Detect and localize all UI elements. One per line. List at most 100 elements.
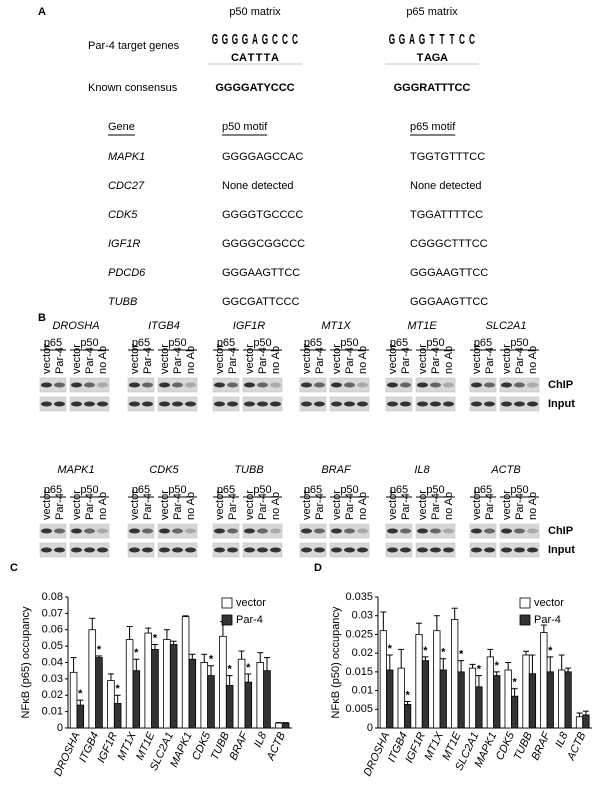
blot-band	[159, 382, 170, 388]
significance-star: *	[423, 645, 428, 657]
legend-swatch	[221, 614, 233, 626]
y-axis-label: NFκB (p65) occupancy	[20, 606, 32, 718]
gene-name: MAPK1	[108, 151, 145, 163]
logo-letter: C	[272, 32, 278, 48]
blot-band	[514, 547, 525, 553]
lane-label: Par-4	[84, 347, 96, 374]
bar	[244, 681, 253, 729]
bar	[144, 632, 153, 729]
bar	[522, 654, 530, 729]
bar	[200, 662, 209, 729]
group-label: p50	[510, 337, 528, 349]
lane-label: vector	[159, 344, 171, 374]
blot-band	[484, 382, 495, 388]
blot-band	[344, 382, 355, 388]
blot	[299, 377, 327, 393]
lane-label: Par-4	[484, 493, 496, 520]
bar	[558, 669, 566, 729]
bar	[225, 685, 234, 729]
blot-band	[84, 382, 95, 388]
blot	[299, 396, 327, 412]
bar	[403, 704, 412, 729]
blot-band	[301, 528, 312, 534]
logo-letter: G	[399, 32, 405, 48]
blot-band	[443, 547, 454, 553]
lane-label: Par-4	[430, 493, 442, 520]
blot-band	[514, 382, 525, 388]
blot	[469, 377, 497, 393]
blot-band	[357, 382, 368, 388]
group-label: p50	[426, 484, 444, 496]
lane-label: Par-4	[400, 493, 412, 520]
group-label: p50	[426, 337, 444, 349]
blot-band	[417, 382, 428, 388]
group-label: p65	[474, 484, 492, 496]
bar	[237, 658, 246, 729]
blot-band	[527, 382, 538, 388]
blot-band	[331, 382, 342, 388]
blot-band	[400, 528, 411, 534]
blot-band	[387, 401, 398, 407]
lane-label: Par-4	[514, 493, 526, 520]
bar	[169, 644, 178, 729]
bar	[493, 675, 501, 729]
bar	[386, 669, 394, 729]
bar	[486, 656, 494, 729]
lane-label: vector	[301, 344, 313, 374]
blot-band	[417, 401, 428, 407]
gene-name: DROSHA	[52, 320, 99, 332]
blot-band	[314, 547, 325, 553]
gene-name: CDK5	[108, 209, 138, 221]
bar	[151, 649, 159, 729]
blot	[39, 396, 67, 412]
blot-band	[54, 401, 65, 407]
lane-label: vector	[71, 344, 83, 374]
motif: GGGGAGCCAC	[222, 151, 303, 163]
logo-letter: T	[449, 32, 454, 48]
blot	[127, 523, 155, 539]
gene-name: SLC2A1	[486, 320, 527, 332]
lane-label: Par-4	[142, 347, 154, 374]
blot-band	[357, 401, 368, 407]
blot-band	[172, 382, 183, 388]
y-tick-label: 0	[367, 722, 373, 734]
blot-band	[41, 547, 52, 553]
y-tick-label: 0.03	[352, 610, 373, 622]
blot-band	[417, 547, 428, 553]
blot-band	[172, 547, 183, 553]
lane-label: Par-4	[344, 347, 356, 374]
group-label: p65	[390, 484, 408, 496]
gene-name: TUBB	[108, 296, 137, 308]
blot-band	[54, 547, 65, 553]
bar	[475, 686, 483, 729]
blot-band	[97, 547, 108, 553]
significance-star: *	[153, 632, 158, 644]
lane-label: no Ab	[357, 346, 369, 374]
motif: GGGAAGTTCC	[410, 296, 488, 308]
lane-label: Par-4	[227, 493, 239, 520]
blot-band	[41, 528, 52, 534]
group-label: p65	[390, 337, 408, 349]
blot-row-label: ChIP	[548, 379, 573, 391]
blot-band	[357, 547, 368, 553]
bar	[219, 635, 227, 729]
blot-band	[185, 382, 196, 388]
logo-letter: G	[212, 32, 218, 48]
lane-label: Par-4	[314, 493, 326, 520]
lane-label: Par-4	[257, 347, 269, 374]
group-label: p50	[510, 484, 528, 496]
blot	[212, 523, 240, 539]
logo-letter: T	[439, 32, 444, 48]
bar	[379, 630, 387, 729]
blot	[385, 396, 413, 412]
group-label: p50	[340, 484, 358, 496]
group-label: p65	[132, 337, 150, 349]
lane-label: Par-4	[257, 493, 269, 520]
lane-label: no Ab	[270, 346, 282, 374]
legend-label: vector	[534, 597, 564, 609]
table-header: p65 motif	[410, 121, 456, 133]
blot-band	[527, 401, 538, 407]
gene-name: MAPK1	[57, 464, 94, 476]
motif: GGGAAGTTCC	[410, 267, 488, 279]
table-header: Gene	[108, 121, 135, 133]
